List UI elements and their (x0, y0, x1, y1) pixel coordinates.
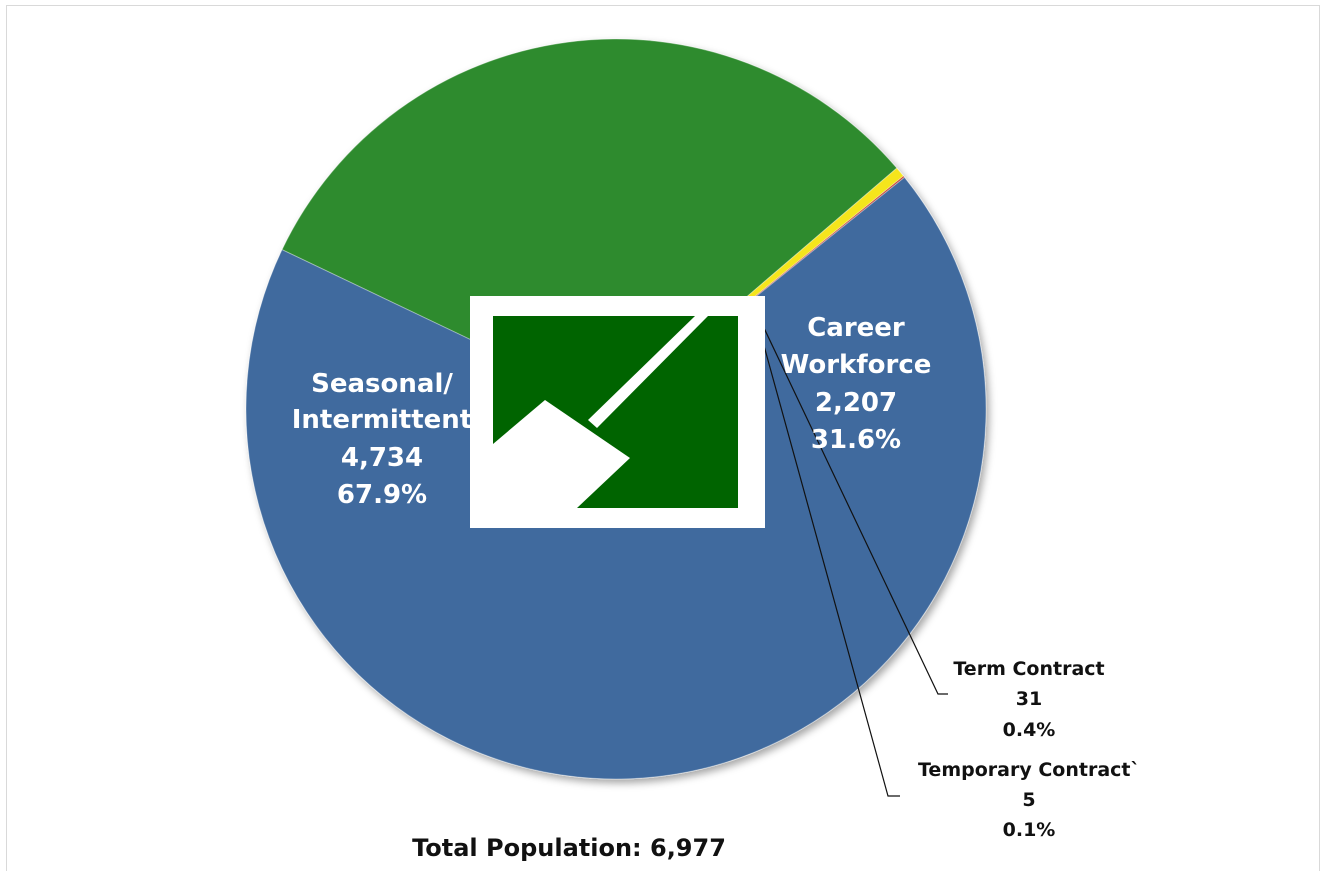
agency-logo-icon (470, 296, 765, 528)
label-term-line1: Term Contract (953, 658, 1104, 680)
total-population-label: Total Population: 6,977 (412, 834, 726, 862)
chart-frame (6, 5, 1320, 871)
label-temporary: Temporary Contract` 5 0.1% (918, 759, 1140, 841)
leader-line-term-contract (749, 297, 948, 695)
pie-slice-career-workforce (281, 38, 898, 410)
label-term-value: 31 (1016, 688, 1042, 710)
label-career-percent: 31.6% (811, 425, 901, 455)
leader-lines (749, 297, 948, 797)
label-term-percent: 0.4% (1003, 719, 1056, 741)
label-seasonal-percent: 67.9% (337, 480, 427, 510)
label-career: Career Workforce 2,207 31.6% (781, 313, 932, 455)
label-career-line1: Career (807, 313, 905, 343)
label-term: Term Contract 31 0.4% (953, 658, 1104, 741)
leader-line-temporary-contract (750, 299, 900, 797)
label-career-value: 2,207 (815, 388, 897, 418)
label-temporary-percent: 0.1% (1003, 819, 1056, 841)
label-seasonal-line1: Seasonal/ (311, 369, 453, 399)
label-temporary-line1: Temporary Contract` (918, 759, 1140, 781)
label-seasonal: Seasonal/ Intermittent 4,734 67.9% (292, 369, 473, 510)
label-temporary-value: 5 (1022, 789, 1035, 811)
label-career-line2: Workforce (781, 350, 932, 380)
label-seasonal-line2: Intermittent (292, 405, 473, 435)
label-seasonal-value: 4,734 (341, 443, 423, 473)
